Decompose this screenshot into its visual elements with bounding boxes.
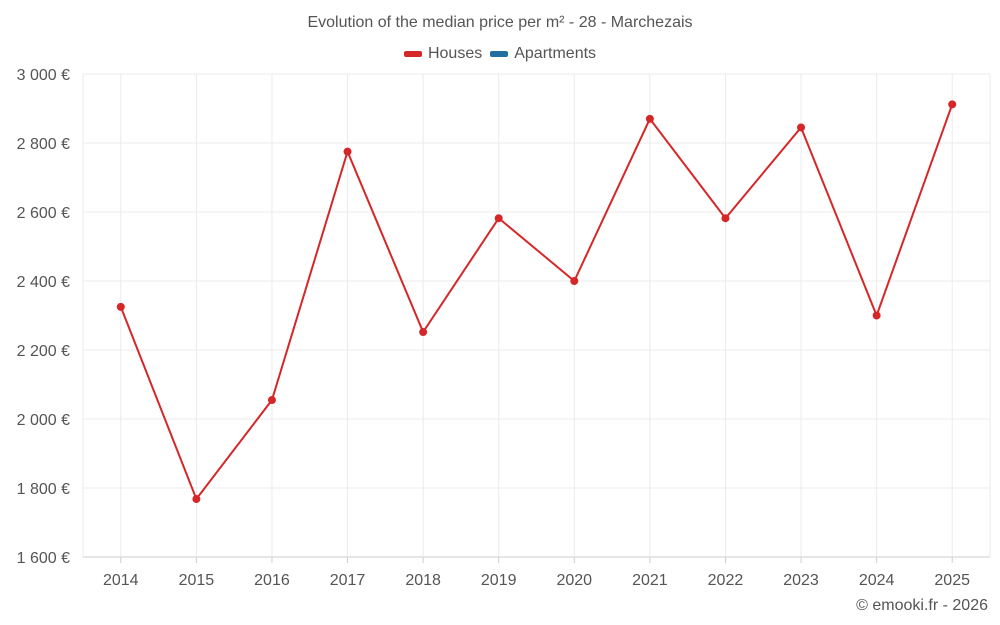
y-tick-label: 2 800 € <box>17 136 70 153</box>
x-tick-label: 2021 <box>632 572 668 589</box>
chart-legend: Houses Apartments <box>0 45 1000 63</box>
y-tick-label: 2 200 € <box>17 343 70 360</box>
data-point <box>419 328 428 337</box>
y-tick-label: 3 000 € <box>17 67 70 84</box>
x-tick-label: 2016 <box>254 572 290 589</box>
x-tick-label: 2015 <box>179 572 215 589</box>
copyright-credit: © emooki.fr - 2026 <box>856 597 988 614</box>
legend-label-apartments: Apartments <box>514 45 597 62</box>
data-point <box>645 114 654 123</box>
x-tick-label: 2025 <box>934 572 970 589</box>
legend-item-houses[interactable]: Houses <box>403 45 483 63</box>
legend-swatch-apartments <box>490 51 509 57</box>
x-tick-label: 2020 <box>556 572 592 589</box>
data-point <box>948 100 957 109</box>
data-point <box>116 302 125 311</box>
chart-title: Evolution of the median price per m² - 2… <box>307 14 693 31</box>
data-point <box>267 396 276 405</box>
x-tick-label: 2017 <box>330 572 366 589</box>
data-point <box>192 495 201 504</box>
x-tick-label: 2019 <box>481 572 517 589</box>
data-point <box>872 311 881 320</box>
data-point <box>721 214 730 223</box>
y-tick-label: 2 000 € <box>17 412 70 429</box>
legend-item-apartments[interactable]: Apartments <box>490 45 596 63</box>
x-tick-label: 2024 <box>859 572 895 589</box>
x-tick-label: 2022 <box>708 572 744 589</box>
data-point <box>797 123 806 132</box>
data-point <box>494 214 503 223</box>
legend-label-houses: Houses <box>427 45 483 62</box>
y-tick-label: 2 600 € <box>17 205 70 222</box>
y-tick-label: 1 600 € <box>17 550 70 567</box>
x-tick-label: 2023 <box>783 572 819 589</box>
x-tick-label: 2018 <box>405 572 441 589</box>
series-line-houses <box>119 104 954 502</box>
y-tick-label: 2 400 € <box>17 274 70 291</box>
y-tick-label: 1 800 € <box>17 481 70 498</box>
x-tick-label: 2014 <box>103 572 139 589</box>
data-point <box>343 147 352 156</box>
data-point <box>570 277 579 285</box>
legend-swatch-houses <box>403 51 422 57</box>
